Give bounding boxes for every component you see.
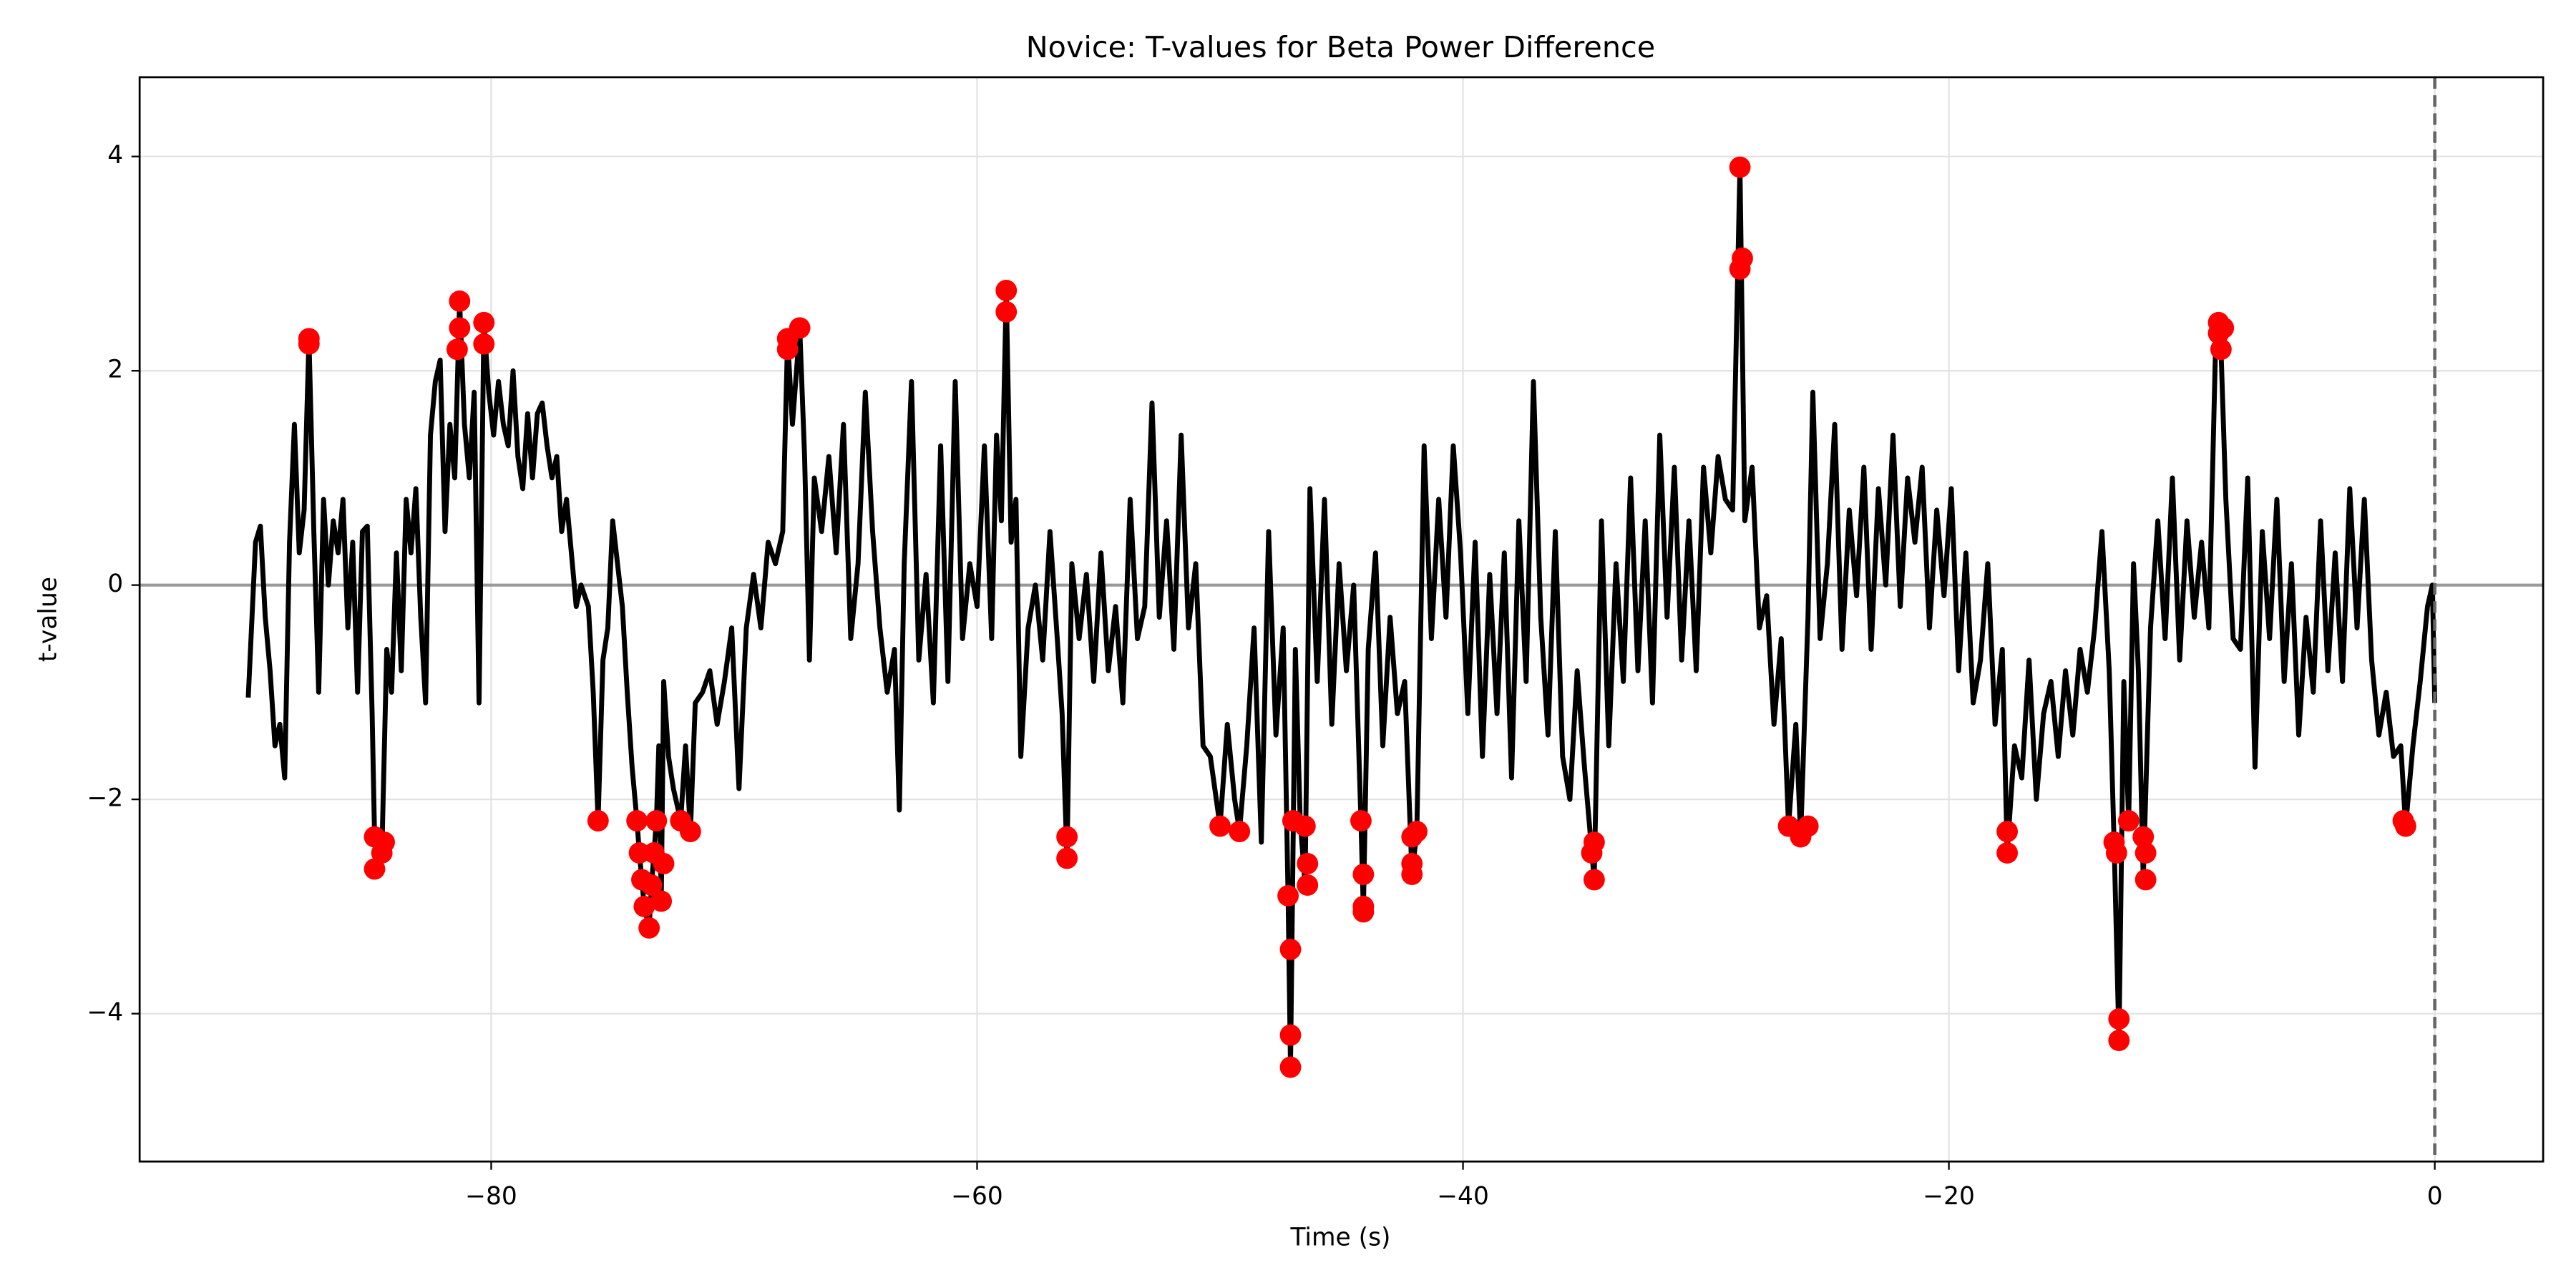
significant-point — [2210, 338, 2232, 361]
significant-point — [2212, 317, 2235, 339]
x-tick-label: −20 — [1923, 1182, 1975, 1211]
x-tick-label: 0 — [2427, 1182, 2443, 1211]
significant-point — [638, 917, 660, 939]
significant-point — [2108, 1008, 2130, 1030]
significant-point — [650, 890, 673, 912]
significant-point — [1056, 826, 1078, 848]
significant-point — [364, 858, 386, 880]
significant-point — [1729, 258, 1751, 280]
significant-point — [1581, 842, 1603, 864]
significant-point — [1294, 815, 1316, 837]
significant-point — [2108, 1030, 2130, 1051]
significant-point — [374, 831, 395, 853]
significant-point — [449, 290, 471, 312]
significant-point — [995, 279, 1018, 301]
significant-point — [1279, 1024, 1302, 1046]
significant-point — [653, 853, 675, 874]
significant-point — [640, 874, 663, 896]
significant-point — [473, 311, 495, 333]
x-tick-label: −60 — [951, 1182, 1003, 1211]
significant-point — [1277, 884, 1299, 907]
significant-point — [1209, 815, 1231, 837]
significant-point — [645, 810, 668, 831]
y-tick-label: −2 — [87, 784, 123, 813]
significant-point — [1297, 874, 1319, 896]
y-tick-label: 4 — [107, 141, 123, 170]
significant-point — [626, 810, 648, 831]
significant-point — [776, 338, 799, 361]
significant-point — [633, 895, 655, 917]
significant-point — [1350, 810, 1372, 831]
significant-point — [1352, 901, 1375, 923]
significant-point — [1583, 869, 1605, 891]
significant-point — [2105, 842, 2127, 864]
significant-point — [2117, 810, 2140, 831]
significant-point — [587, 810, 609, 831]
significant-point — [995, 301, 1018, 323]
y-tick-label: −4 — [87, 998, 123, 1027]
x-tick-label: −40 — [1437, 1182, 1489, 1211]
significant-point — [2135, 869, 2157, 891]
significant-point — [1279, 1056, 1302, 1078]
significant-point — [789, 317, 811, 339]
significant-point — [1297, 853, 1319, 874]
significant-point — [298, 333, 320, 355]
significant-point — [1996, 821, 2019, 842]
significant-point — [1996, 842, 2019, 864]
x-tick-label: −80 — [465, 1182, 517, 1211]
significant-point — [1352, 864, 1375, 885]
plot-frame — [138, 76, 2545, 1163]
y-axis-label: t-value — [34, 577, 62, 662]
y-tick-label: 0 — [107, 570, 123, 598]
significant-point — [1279, 938, 1302, 960]
significant-point — [2394, 815, 2416, 837]
significant-point — [1729, 156, 1751, 178]
chart-title: Novice: T-values for Beta Power Differen… — [1026, 30, 1655, 64]
significant-point — [1056, 847, 1078, 869]
significant-point — [679, 821, 701, 842]
significant-point — [2135, 842, 2157, 864]
data-line — [245, 165, 2438, 1070]
x-axis-label: Time (s) — [1289, 1224, 1390, 1252]
significant-point — [449, 317, 471, 339]
significant-point — [446, 338, 468, 361]
significant-point — [1401, 864, 1423, 885]
significant-point — [2132, 826, 2155, 848]
significant-point — [473, 333, 495, 355]
significant-point — [1406, 821, 1428, 842]
significant-point — [1229, 821, 1251, 842]
significant-point — [1797, 815, 1819, 837]
y-tick-label: 2 — [107, 356, 123, 384]
